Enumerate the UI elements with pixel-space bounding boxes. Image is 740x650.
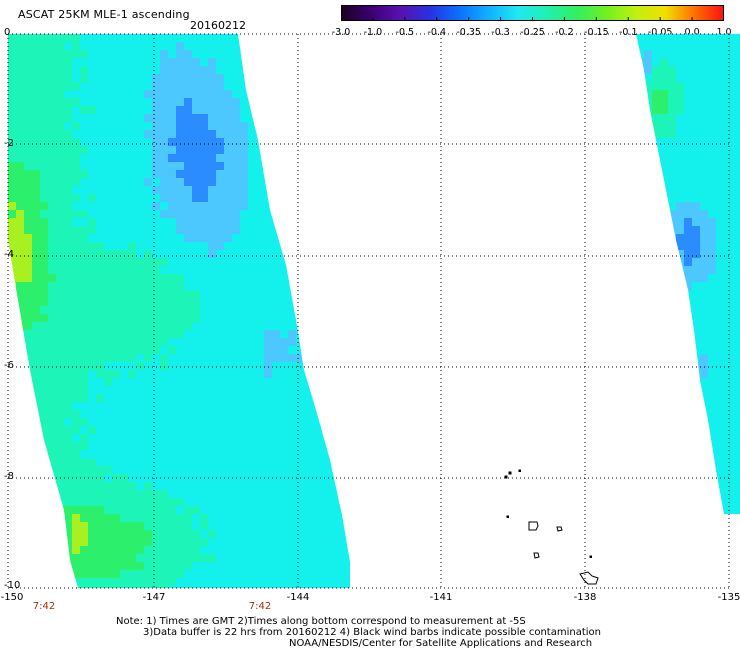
- color-scale-tick-label: -0.3: [491, 27, 510, 38]
- product-title: ASCAT 25KM MLE-1 ascending: [18, 8, 190, 21]
- lat-lon-grid: [7, 33, 730, 589]
- left-satellite-swath: [8, 34, 350, 588]
- color-scale-tick-label: -0.1: [618, 27, 638, 38]
- lon-label-138: -138: [573, 592, 597, 603]
- lon-label-147: -147: [142, 592, 166, 603]
- note-line-2: 3)Data buffer is 22 hrs from 20160212 4)…: [143, 627, 601, 638]
- right-satellite-swath: [636, 34, 740, 514]
- island-4: [579, 571, 599, 585]
- color-scale-tick-label: -0.5: [395, 27, 415, 38]
- islands: [504, 469, 599, 585]
- lat-label-6: -6: [4, 360, 14, 371]
- lat-label-10: -10: [4, 580, 21, 591]
- lat-label-8: -8: [4, 471, 14, 482]
- color-scale-tick-label: -0.25: [520, 27, 545, 38]
- island-dot: [504, 475, 508, 479]
- note-line-1: Note: 1) Times are GMT 2)Times along bot…: [116, 616, 526, 627]
- color-scale-tick-label: -0.2: [555, 27, 574, 38]
- island-1: [528, 521, 539, 531]
- color-scale-tick-label: 1.0: [716, 27, 732, 38]
- product-date: 20160212: [190, 19, 246, 32]
- island-3: [533, 552, 540, 559]
- island-2: [556, 526, 563, 532]
- lat-label-2: -2: [4, 138, 14, 149]
- lat-label-4: -4: [4, 249, 14, 260]
- island-dot: [506, 515, 509, 518]
- color-scale-tick-label: -0.4: [427, 27, 447, 38]
- color-scale-tick-label: -0.05: [647, 27, 673, 38]
- time-label-left: 7:42: [32, 601, 56, 612]
- lon-label-135: -135: [717, 592, 740, 603]
- color-scale-tick-label: -0.15: [584, 27, 609, 38]
- island-dot: [518, 469, 521, 472]
- time-label-right: 7:42: [248, 601, 272, 612]
- lon-label-150: -150: [0, 592, 24, 603]
- color-scale-tick-label: 0.0: [684, 27, 700, 38]
- color-scale-tick-label: -0.35: [456, 27, 481, 38]
- color-scale-bar: [341, 5, 724, 21]
- lon-label-144: -144: [286, 592, 310, 603]
- island-dot: [589, 555, 592, 558]
- color-scale-tick-label: -3.0: [331, 27, 351, 38]
- lon-label-141: -141: [429, 592, 453, 603]
- lat-label-0: 0: [4, 27, 11, 38]
- note-line-3: NOAA/NESDIS/Center for Satellite Applica…: [289, 638, 593, 649]
- island-dot: [508, 471, 512, 475]
- color-scale-tick-label: -1.0: [363, 27, 383, 38]
